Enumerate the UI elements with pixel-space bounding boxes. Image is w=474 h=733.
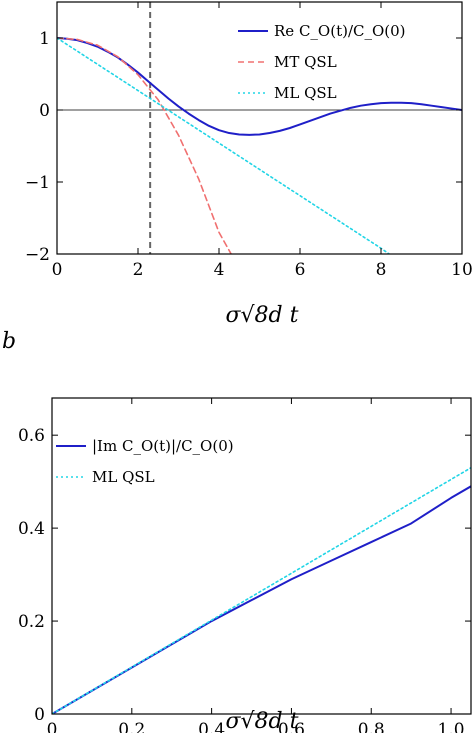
bottom-x-axis-label: σ√8d t xyxy=(226,709,299,733)
chart-bottom: 0 0.2 0.4 0.6 0.8 1.0 0 0.2 0.4 0.6 |Im C_O(t)|/C… xyxy=(18,397,472,733)
x-tick-label: 0.2 xyxy=(118,720,145,733)
legend-label-re-c-o-t-c-o-0: Re C_O(t)/C_O(0) xyxy=(274,22,406,40)
top-plot-area xyxy=(57,2,462,254)
panel-b-label: b xyxy=(2,329,16,354)
bottom-axis-ticks: 0 0.2 0.4 0.6 0.8 1.0 0 0.2 0.4 0.6 xyxy=(18,398,471,733)
y-tick-label: 0.6 xyxy=(18,426,45,446)
legend-label-ml-qsl: ML QSL xyxy=(92,468,155,486)
y-tick-label: 0.4 xyxy=(18,519,45,539)
legend-label-mt-qsl: MT QSL xyxy=(274,53,337,71)
bottom-plot-area xyxy=(52,466,471,714)
bottom-plot-frame xyxy=(51,397,472,715)
top-legend: Re C_O(t)/C_O(0) MT QSL ML QSL xyxy=(238,22,406,102)
y-tick-label: 0.2 xyxy=(18,612,45,632)
series-line-ml-qsl xyxy=(57,37,390,254)
x-tick-label: 4 xyxy=(214,260,225,280)
x-tick-label: 0.8 xyxy=(358,720,385,733)
y-tick-label: 0 xyxy=(34,705,45,725)
x-tick-label: 0 xyxy=(47,720,58,733)
legend-label-im-c-o-t-c-o-0: |Im C_O(t)|/C_O(0) xyxy=(92,437,234,455)
bottom-legend: |Im C_O(t)|/C_O(0) ML QSL xyxy=(56,437,234,486)
x-tick-label: 6 xyxy=(295,260,306,280)
y-tick-label: −2 xyxy=(25,245,50,265)
x-tick-label: 0 xyxy=(52,260,63,280)
series-line-mt-qsl xyxy=(57,37,232,254)
x-tick-label: 1.0 xyxy=(438,720,465,733)
series-line-ml-qsl xyxy=(52,466,471,714)
y-tick-label: 0 xyxy=(39,101,50,121)
top-plot-frame xyxy=(56,1,463,255)
x-tick-label: 0.6 xyxy=(278,720,305,733)
top-x-axis-label: σ√8d t xyxy=(226,303,299,328)
x-tick-label: 2 xyxy=(133,260,144,280)
y-tick-label: −1 xyxy=(25,173,50,193)
legend-label-ml-qsl: ML QSL xyxy=(274,84,337,102)
y-tick-label: 1 xyxy=(39,29,50,49)
x-tick-label: 0.4 xyxy=(198,720,225,733)
x-tick-label: 10 xyxy=(451,260,473,280)
series-line-im-c-o-t-c-o-0 xyxy=(52,485,471,714)
x-tick-label: 8 xyxy=(376,260,387,280)
series-line-re-c-o-t-c-o-0 xyxy=(57,37,462,136)
